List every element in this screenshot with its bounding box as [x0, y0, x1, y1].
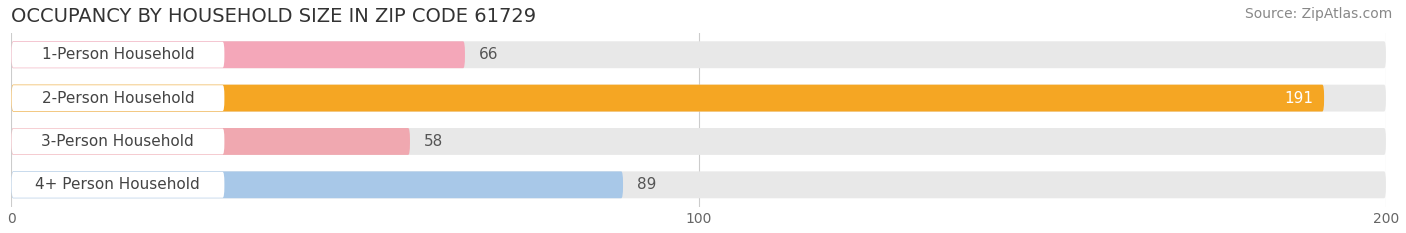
FancyBboxPatch shape — [11, 128, 1386, 155]
FancyBboxPatch shape — [11, 171, 623, 198]
FancyBboxPatch shape — [11, 85, 225, 111]
FancyBboxPatch shape — [11, 41, 465, 68]
FancyBboxPatch shape — [11, 172, 225, 198]
FancyBboxPatch shape — [11, 171, 1386, 198]
Text: OCCUPANCY BY HOUSEHOLD SIZE IN ZIP CODE 61729: OCCUPANCY BY HOUSEHOLD SIZE IN ZIP CODE … — [11, 7, 537, 26]
Text: 66: 66 — [478, 47, 498, 62]
FancyBboxPatch shape — [11, 129, 225, 154]
Text: Source: ZipAtlas.com: Source: ZipAtlas.com — [1244, 7, 1392, 21]
Text: 3-Person Household: 3-Person Household — [41, 134, 194, 149]
FancyBboxPatch shape — [11, 42, 225, 68]
FancyBboxPatch shape — [11, 128, 411, 155]
Text: 89: 89 — [637, 177, 657, 192]
Text: 58: 58 — [423, 134, 443, 149]
Text: 2-Person Household: 2-Person Household — [42, 91, 194, 106]
Text: 191: 191 — [1285, 91, 1313, 106]
Text: 4+ Person Household: 4+ Person Household — [35, 177, 200, 192]
FancyBboxPatch shape — [11, 85, 1386, 112]
FancyBboxPatch shape — [11, 85, 1324, 112]
FancyBboxPatch shape — [11, 41, 1386, 68]
Text: 1-Person Household: 1-Person Household — [42, 47, 194, 62]
